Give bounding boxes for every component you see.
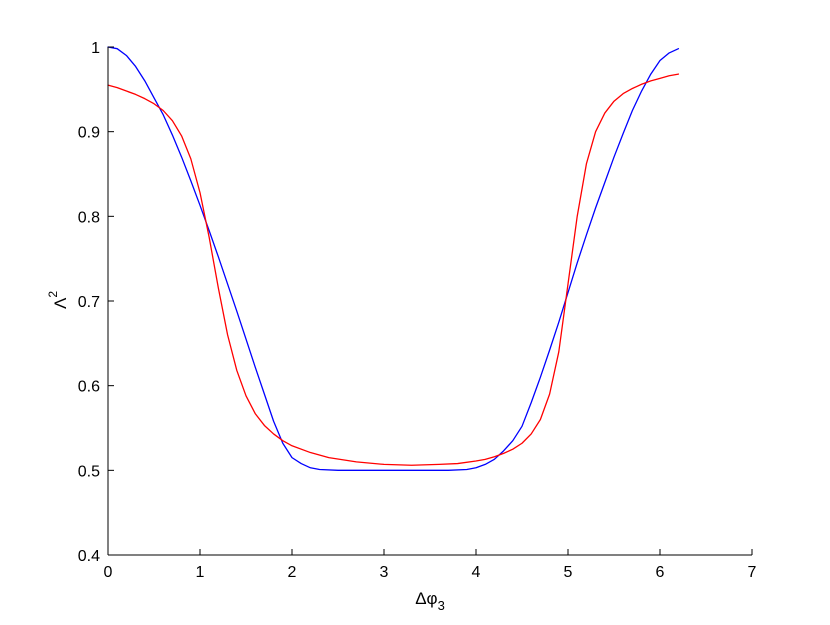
x-tick-label: 6 <box>656 564 665 581</box>
x-axis-label: Δφ3 <box>415 589 445 613</box>
x-tick-label: 0 <box>104 564 113 581</box>
x-axis-label-subscript: 3 <box>438 598 445 613</box>
series-layer <box>107 46 680 471</box>
y-tick-label: 1 <box>91 40 100 57</box>
y-axis-label-main: Λ <box>51 297 70 309</box>
y-tick-label: 0.6 <box>78 379 100 396</box>
y-tick-label: 0.7 <box>78 294 100 311</box>
x-tick-label: 3 <box>380 564 389 581</box>
x-tick-label: 5 <box>564 564 573 581</box>
y-tick-label: 0.4 <box>78 548 100 565</box>
x-axis-label-main: Δφ <box>415 589 437 608</box>
tick-labels: 0 1 2 3 4 5 6 7 0.4 0.5 0.6 0.7 0.8 0.9 1 <box>78 40 757 581</box>
x-tick-label: 4 <box>472 564 481 581</box>
series-line-1 <box>107 46 680 471</box>
x-tick-label: 1 <box>196 564 205 581</box>
y-axis-label-superscript: 2 <box>46 291 60 298</box>
series-line-2 <box>107 73 680 466</box>
axes-layer <box>107 46 753 556</box>
y-tick-label: 0.5 <box>78 463 100 480</box>
y-tick-label: 0.9 <box>78 125 100 142</box>
x-tick-label: 2 <box>288 564 297 581</box>
x-tick-label: 7 <box>748 564 757 581</box>
y-axis-label: Λ2 <box>46 291 70 309</box>
y-tick-label: 0.8 <box>78 209 100 226</box>
